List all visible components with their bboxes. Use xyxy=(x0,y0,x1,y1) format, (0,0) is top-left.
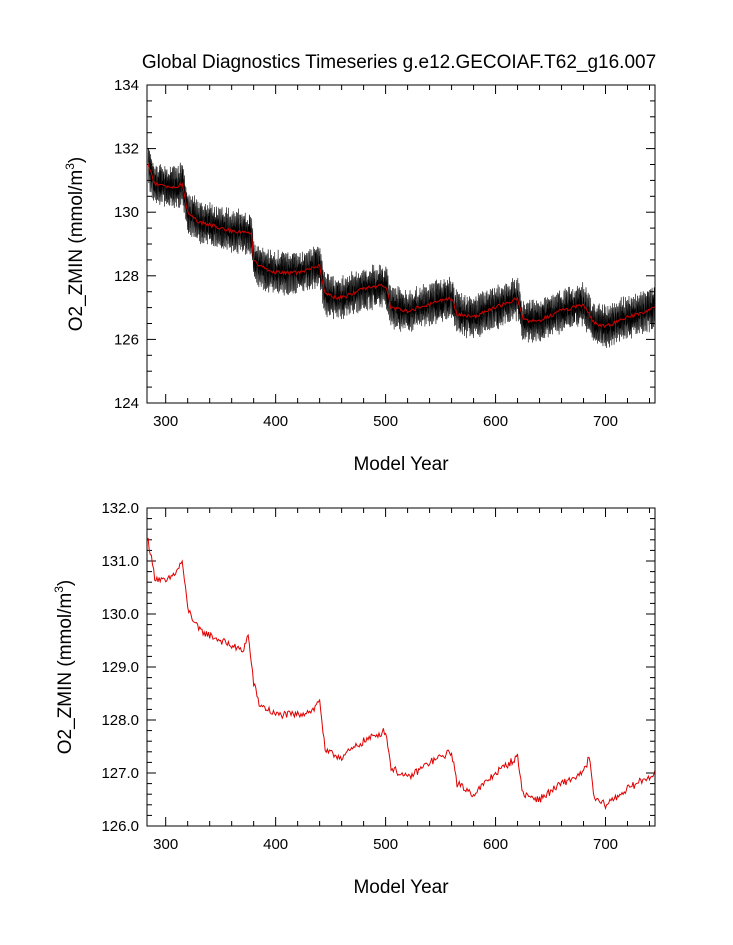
top-panel: 300 400 500 600 700 124 126 128 130 132 134 xyxy=(114,77,656,430)
bottom-y-axis-label: O2_ZMIN (mmol/m3) xyxy=(52,580,76,755)
y-tick-label: 126 xyxy=(114,331,139,348)
bottom-panel-tick-labels: 300 400 500 600 700 126.0 127.0 128.0 129.0 130.0… xyxy=(101,500,618,853)
top-y-axis-label-sup: 3 xyxy=(63,163,77,170)
bottom-y-axis-label-sup: 3 xyxy=(52,586,66,593)
x-tick-label: 600 xyxy=(483,413,508,430)
y-tick-label: 127.0 xyxy=(101,765,139,782)
top-y-axis-label-close: ) xyxy=(66,157,87,163)
top-x-axis-label: Model Year xyxy=(353,454,449,475)
top-panel-frame xyxy=(146,84,656,404)
y-tick-label: 131.0 xyxy=(101,553,139,570)
series-line-monthly xyxy=(147,147,655,349)
y-tick-label: 129.0 xyxy=(101,659,139,676)
y-tick-label: 126.0 xyxy=(101,818,139,835)
bottom-x-axis-label: Model Year xyxy=(353,877,449,898)
x-tick-label: 500 xyxy=(373,413,398,430)
bottom-panel: 300 400 500 600 700 126.0 127.0 128.0 129.0 130.0… xyxy=(101,500,656,853)
y-tick-label: 128 xyxy=(114,268,139,285)
x-tick-label: 500 xyxy=(373,836,398,853)
top-panel-tick-labels: 300 400 500 600 700 124 126 128 130 132 134 xyxy=(114,77,618,430)
top-y-axis-label-main: O2_ZMIN (mmol/m xyxy=(66,170,87,332)
y-tick-label: 132 xyxy=(114,141,139,158)
y-tick-label: 134 xyxy=(114,77,139,94)
series-line-annual-mean xyxy=(147,537,655,811)
x-tick-label: 700 xyxy=(593,836,618,853)
x-tick-label: 400 xyxy=(263,836,288,853)
top-panel-ticks xyxy=(147,84,655,404)
y-tick-label: 128.0 xyxy=(101,712,139,729)
y-tick-label: 130 xyxy=(114,204,139,221)
x-tick-label: 600 xyxy=(483,836,508,853)
top-panel-series xyxy=(147,147,655,349)
x-tick-label: 300 xyxy=(153,413,178,430)
chart-title: Global Diagnostics Timeseries g.e12.GECO… xyxy=(142,52,656,73)
y-tick-label: 132.0 xyxy=(101,500,139,517)
bottom-panel-series xyxy=(147,537,655,811)
bottom-panel-frame xyxy=(146,507,656,827)
bottom-y-axis-label-main: O2_ZMIN (mmol/m xyxy=(55,593,76,755)
x-tick-label: 700 xyxy=(593,413,618,430)
y-tick-label: 124 xyxy=(114,395,139,412)
series-line-annual-mean xyxy=(147,163,655,329)
bottom-panel-ticks xyxy=(147,507,655,827)
y-tick-label: 130.0 xyxy=(101,606,139,623)
top-y-axis-label: O2_ZMIN (mmol/m3) xyxy=(63,157,87,332)
x-tick-label: 400 xyxy=(263,413,288,430)
bottom-y-axis-label-close: ) xyxy=(55,580,76,586)
x-tick-label: 300 xyxy=(153,836,178,853)
